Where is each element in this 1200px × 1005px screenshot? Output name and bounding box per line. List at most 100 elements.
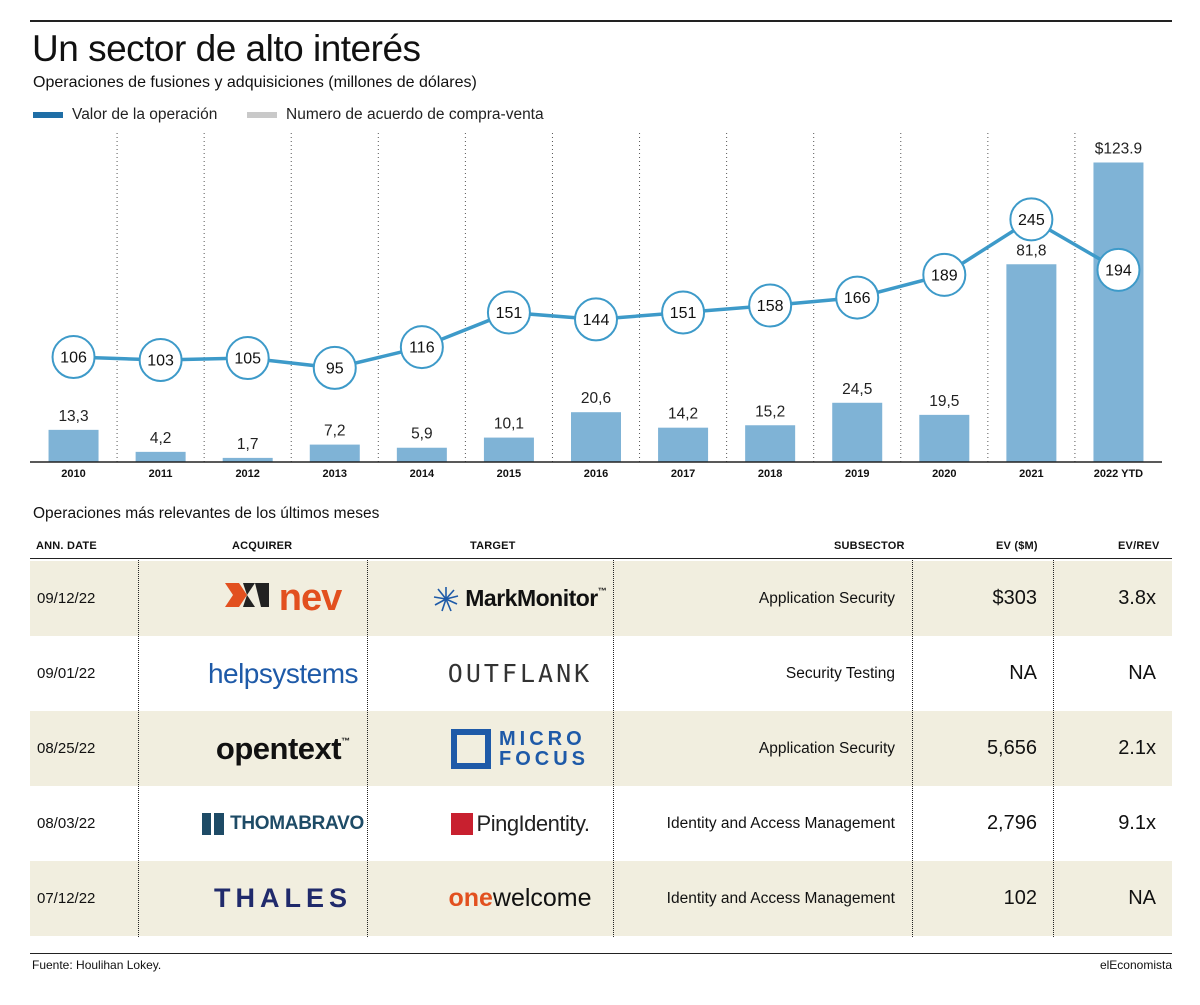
header-target: TARGET	[470, 540, 516, 552]
bar	[832, 402, 883, 462]
bar-value-label: 19,5	[929, 393, 959, 410]
count-marker	[486, 290, 531, 335]
outflank-logo-text: OUTFLANK	[447, 659, 593, 688]
bar-value-label: 7,2	[324, 423, 346, 440]
legend-swatch-value	[33, 112, 63, 118]
legend-item-count: Numero de acuerdo de compra-venta	[247, 106, 544, 124]
header-acquirer: ACQUIRER	[232, 540, 293, 552]
bar-value-label: 20,6	[581, 390, 611, 407]
header-rule	[30, 558, 1172, 559]
bar-value-label: 1,7	[237, 436, 259, 453]
count-label: 194	[1105, 262, 1132, 279]
microfocus-line2: FOCUS	[499, 747, 589, 770]
count-label: 151	[670, 305, 697, 322]
count-marker	[922, 252, 967, 297]
count-label: 106	[60, 350, 87, 367]
header-subsector: SUBSECTOR	[834, 540, 905, 552]
count-marker	[399, 325, 444, 370]
count-marker	[51, 335, 96, 380]
top-rule	[30, 20, 1172, 22]
bar	[135, 451, 186, 462]
pingidentity-logo-text: PingIdentity.	[476, 810, 590, 836]
table-row: 08/25/22 opentext ™ MICRO FOCUS Applicati…	[30, 711, 1172, 786]
bar	[309, 444, 360, 462]
target-logo-markmonitor: MarkMonitor ™	[398, 561, 642, 636]
count-label: 103	[147, 352, 174, 369]
bar	[658, 427, 709, 462]
header-ev: EV ($M)	[996, 540, 1038, 552]
x-tick-label: 2014	[410, 468, 435, 480]
x-tick-label: 2020	[932, 468, 956, 480]
count-marker	[1096, 247, 1141, 292]
header-date: ANN. DATE	[36, 540, 97, 552]
x-tick-label: 2017	[671, 468, 695, 480]
markmonitor-burst-icon	[434, 586, 459, 611]
count-marker	[312, 345, 357, 390]
target-logo-onewelcome: one welcome	[398, 861, 642, 936]
count-label: 158	[757, 298, 784, 315]
thomabravo-logo-text: THOMABRAVO	[230, 812, 364, 834]
bar	[396, 447, 447, 462]
acquirer-logo-opentext: opentext ™	[170, 711, 396, 786]
row-date: 07/12/22	[37, 890, 96, 907]
bar	[222, 457, 273, 462]
column-separator	[367, 560, 368, 937]
acquirer-logo-thomabravo: THOMABRAVO	[170, 786, 396, 861]
x-tick-label: 2012	[235, 468, 259, 480]
table-header: ANN. DATE ACQUIRER TARGET SUBSECTOR EV (…	[30, 538, 1172, 560]
row-date: 08/25/22	[37, 740, 96, 757]
acquirer-logo-nev: nev	[170, 561, 396, 636]
row-ev: 2,796	[986, 812, 1037, 834]
x-tick-label: 2016	[584, 468, 608, 480]
bar	[919, 414, 970, 462]
row-subsector: Application Security	[758, 589, 895, 607]
onewelcome-logo-welcome: welcome	[492, 884, 592, 912]
count-marker	[574, 297, 618, 342]
helpsystems-logo-text: helpsystems	[207, 657, 359, 689]
row-ev: $303	[992, 587, 1038, 609]
row-evrev: 3.8x	[1118, 587, 1156, 609]
bar	[745, 425, 796, 462]
row-date: 08/03/22	[37, 815, 96, 832]
bar	[483, 437, 534, 462]
x-tick-label: 2022 YTD	[1094, 468, 1143, 480]
x-tick-label: 2018	[758, 468, 782, 480]
table-row: 09/12/22 nev MarkMonitor ™ Application Se…	[30, 561, 1172, 636]
row-subsector: Security Testing	[785, 664, 895, 682]
count-label: 151	[496, 305, 523, 322]
legend-swatch-count	[247, 112, 277, 118]
table-row: 07/12/22 THALES one welcome Identity and …	[30, 861, 1172, 936]
bar-value-label: 14,2	[668, 406, 698, 423]
bar-value-label: 10,1	[494, 416, 524, 433]
count-marker	[1009, 197, 1054, 242]
source-note: Fuente: Houlihan Lokey.	[32, 958, 162, 972]
row-evrev: NA	[1128, 662, 1156, 684]
chart-subtitle: Operaciones de fusiones y adquisiciones …	[33, 74, 477, 91]
thomabravo-mark-icon	[202, 812, 225, 835]
brand-name: elEconomista	[1099, 958, 1172, 972]
bar	[48, 429, 99, 462]
table-section-title: Operaciones más relevantes de los último…	[33, 505, 380, 522]
bar-value-label: 4,2	[150, 430, 172, 447]
row-evrev: 2.1x	[1118, 737, 1156, 759]
column-separator	[912, 560, 913, 937]
target-logo-microfocus: MICRO FOCUS	[398, 711, 642, 786]
row-ev: 5,656	[986, 737, 1037, 759]
microfocus-line1: MICRO	[499, 727, 586, 750]
row-subsector: Identity and Access Management	[666, 889, 895, 907]
bar-value-label: $123.9	[1095, 140, 1142, 157]
count-label: 189	[931, 267, 958, 284]
opentext-tm: ™	[341, 736, 351, 746]
table-row: 09/01/22 helpsystems OUTFLANK Security T…	[30, 636, 1172, 711]
count-marker	[225, 336, 270, 381]
x-tick-label: 2019	[845, 468, 869, 480]
count-marker	[835, 275, 880, 320]
x-tick-label: 2013	[323, 468, 347, 480]
x-tick-label: 2021	[1019, 468, 1043, 480]
bar-value-label: 24,5	[842, 381, 872, 398]
legend-item-value: Valor de la operación	[33, 106, 217, 124]
count-label: 95	[326, 360, 344, 377]
acquirer-logo-helpsystems: helpsystems	[170, 636, 396, 711]
header-evrev: EV/REV	[1118, 540, 1160, 552]
column-separator	[613, 560, 614, 937]
